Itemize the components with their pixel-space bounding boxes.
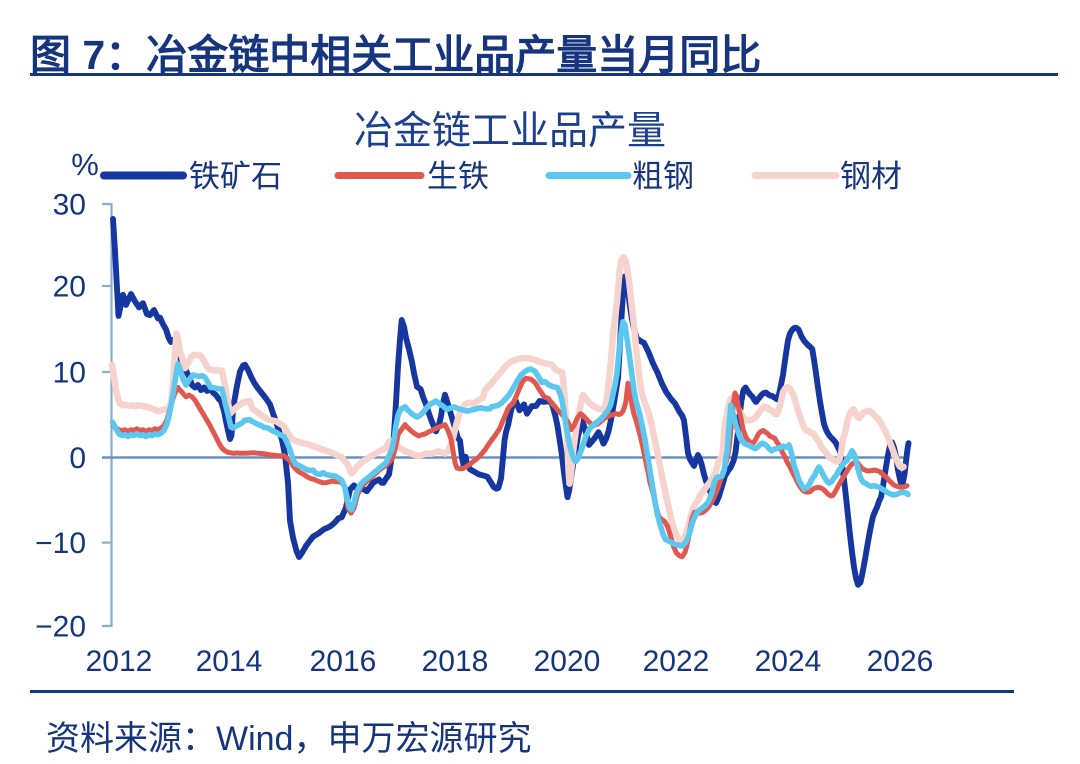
svg-text:20: 20 — [53, 271, 86, 304]
svg-text:2026: 2026 — [867, 645, 934, 678]
svg-text:%: % — [71, 147, 99, 182]
svg-text:生铁: 生铁 — [427, 159, 489, 194]
svg-text:0: 0 — [69, 442, 86, 475]
svg-text:−10: −10 — [35, 527, 86, 560]
svg-text:2012: 2012 — [86, 645, 153, 678]
svg-text:−20: −20 — [35, 611, 86, 644]
svg-text:2018: 2018 — [422, 645, 489, 678]
svg-text:2014: 2014 — [196, 645, 263, 678]
svg-text:2016: 2016 — [310, 645, 377, 678]
svg-text:铁矿石: 铁矿石 — [189, 159, 282, 194]
svg-text:2020: 2020 — [534, 645, 601, 678]
svg-text:10: 10 — [53, 357, 86, 390]
svg-text:粗钢: 粗钢 — [632, 159, 694, 194]
svg-text:钢材: 钢材 — [840, 159, 902, 194]
svg-text:2022: 2022 — [643, 645, 710, 678]
svg-text:2024: 2024 — [755, 645, 822, 678]
svg-text:30: 30 — [53, 189, 86, 222]
